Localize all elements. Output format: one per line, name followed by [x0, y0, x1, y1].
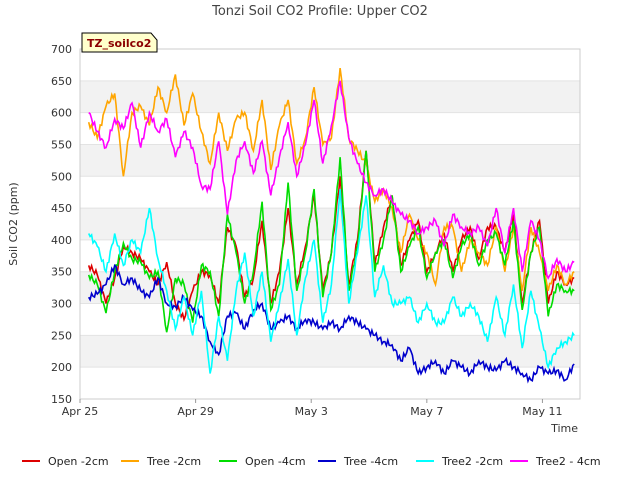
legend-label: Tree -2cm [146, 455, 201, 468]
background-band [80, 208, 580, 240]
y-tick-label: 700 [51, 43, 72, 56]
y-tick-label: 350 [51, 266, 72, 279]
legend-label: Tree2 - 4cm [535, 455, 601, 468]
legend-label: Open -4cm [245, 455, 306, 468]
x-axis: Apr 25 Apr 29 May 3 May 7 May 11 [62, 399, 563, 418]
series-line-tree2-2cm [87, 188, 575, 374]
x-axis-label: Time [550, 422, 578, 435]
series-line-tree2-4cm [88, 80, 575, 280]
y-tick-label: 250 [51, 329, 72, 342]
badge-label: TZ_soilco2 [87, 37, 151, 50]
plot-area [79, 48, 581, 400]
series-layer [87, 67, 575, 384]
legend: Open -2cm Tree -2cm Open -4cm Tree -4cm Tree… [22, 455, 601, 468]
background-band [80, 144, 580, 177]
background-band [80, 80, 580, 113]
x-tick-label: Apr 29 [177, 405, 214, 418]
series-line-open-4cm [87, 150, 575, 333]
y-axis: 150 200 250 300 350 400 450 500 550 600 650 700 [51, 43, 72, 406]
x-tick-label: Apr 25 [62, 405, 99, 418]
legend-label: Tree -4cm [343, 455, 398, 468]
legend-label: Open -2cm [48, 455, 109, 468]
background-band [80, 335, 580, 368]
legend-label: Tree2 -2cm [441, 455, 503, 468]
plot-background [80, 80, 580, 368]
y-tick-label: 300 [51, 298, 72, 311]
y-tick-label: 500 [51, 170, 72, 183]
y-tick-label: 400 [51, 234, 72, 247]
y-tick-label: 550 [51, 138, 72, 151]
chart-title: Tonzi Soil CO2 Profile: Upper CO2 [211, 4, 428, 19]
y-tick-label: 150 [51, 393, 72, 406]
series-line-tree-2cm [87, 67, 575, 291]
x-tick-label: May 11 [522, 405, 562, 418]
y-tick-label: 650 [51, 75, 72, 88]
x-tick-label: May 3 [295, 405, 328, 418]
y-axis-label: Soil CO2 (ppm) [7, 182, 20, 265]
x-tick-label: May 7 [410, 405, 443, 418]
y-tick-label: 600 [51, 107, 72, 120]
y-tick-label: 200 [51, 361, 72, 374]
dataset-badge: TZ_soilco2 [81, 32, 158, 53]
badge-box [81, 32, 158, 53]
y-tick-label: 450 [51, 202, 72, 215]
